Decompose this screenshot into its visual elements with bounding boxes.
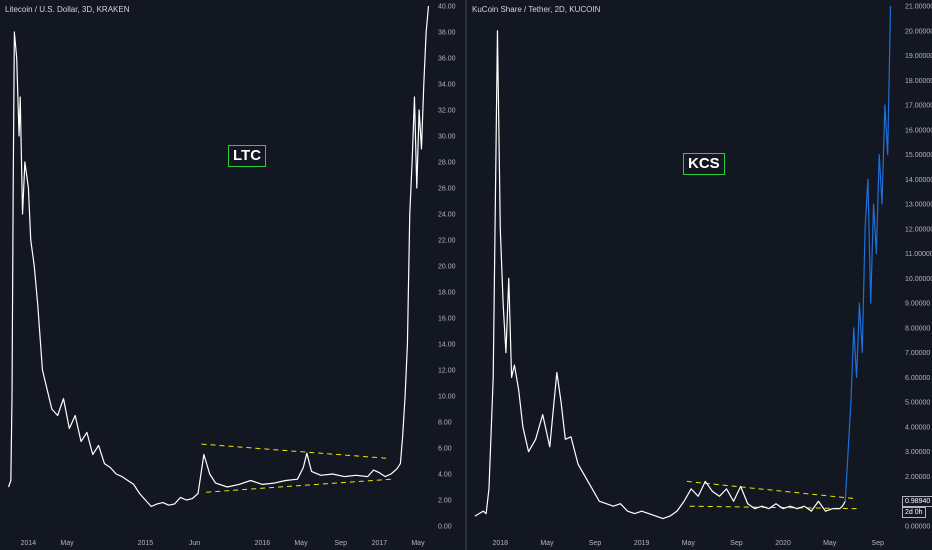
y-tick-label: 2.00000 [905, 474, 930, 481]
y-tick-label: 32.00 [438, 108, 456, 115]
x-tick-label: Sep [872, 540, 885, 547]
y-tick-label: 14.00 [438, 342, 456, 349]
y-tick-label: 38.00 [438, 30, 456, 37]
y-tick-label: 22.00 [438, 238, 456, 245]
y-tick-label: 0.00 [438, 524, 452, 531]
y-tick-label: 30.00 [438, 134, 456, 141]
x-tick-label: May [60, 540, 74, 547]
y-tick-label: 3.00000 [905, 449, 930, 456]
y-tick-label: 6.00 [438, 446, 452, 453]
y-tick-label: 10.00000 [905, 276, 932, 283]
ltc-badge: LTC [228, 145, 267, 167]
trendline[interactable] [689, 505, 857, 510]
x-tick-label: Sep [730, 540, 743, 547]
y-tick-label: 4.00 [438, 472, 452, 479]
kcs-badge: KCS [683, 153, 725, 175]
kcs-chart-title: KuCoin Share / Tether, 2D, KUCOIN [472, 5, 601, 14]
y-tick-label: 9.00000 [905, 301, 930, 308]
projection-series-line [844, 5, 892, 502]
kcs-chart-panel[interactable]: KuCoin Share / Tether, 2D, KUCOIN 0.0000… [467, 0, 932, 550]
countdown-tag: 2d 0h [902, 506, 926, 518]
price-series-line [474, 30, 846, 520]
y-tick-label: 14.00000 [905, 177, 932, 184]
y-tick-label: 6.00000 [905, 375, 930, 382]
x-tick-label: May [540, 540, 554, 547]
y-tick-label: 20.00 [438, 264, 456, 271]
ltc-chart-title: Litecoin / U.S. Dollar, 3D, KRAKEN [5, 5, 130, 14]
y-tick-label: 5.00000 [905, 400, 930, 407]
y-tick-label: 20.00000 [905, 28, 932, 35]
trendline[interactable] [686, 480, 857, 500]
x-tick-label: 2018 [492, 540, 508, 547]
y-tick-label: 15.00000 [905, 152, 932, 159]
x-tick-label: 2019 [634, 540, 650, 547]
panel-divider[interactable] [465, 0, 467, 550]
x-tick-label: Sep [335, 540, 348, 547]
y-tick-label: 12.00 [438, 368, 456, 375]
ltc-chart-svg: 0.00 2.00 4.00 6.00 8.00 10.00 12.00 14.00 16.00… [7, 4, 456, 547]
x-tick-label: May [411, 540, 425, 547]
y-tick-label: 8.00000 [905, 325, 930, 332]
x-tick-label: Sep [589, 540, 602, 547]
y-tick-label: 0.00000 [905, 524, 930, 531]
x-tick-label: May [294, 540, 308, 547]
y-tick-label: 8.00 [438, 420, 452, 427]
y-tick-label: 16.00 [438, 316, 456, 323]
x-tick-label: 2017 [372, 540, 388, 547]
x-tick-label: 2016 [255, 540, 271, 547]
x-tick-label: May [682, 540, 696, 547]
y-tick-label: 40.00 [438, 4, 456, 11]
y-tick-label: 36.00 [438, 56, 456, 63]
y-tick-label: 21.00000 [905, 4, 932, 11]
y-tick-label: 18.00 [438, 290, 456, 297]
last-price-tag: 0.98940 [902, 495, 932, 507]
kcs-chart-svg: 0.000001.000002.000003.000004.000005.000… [474, 4, 932, 547]
price-series-line [7, 5, 430, 508]
y-tick-label: 19.00000 [905, 53, 932, 60]
y-tick-label: 16.00000 [905, 127, 932, 134]
x-tick-label: 2014 [21, 540, 37, 547]
y-tick-label: 2.00 [438, 498, 452, 505]
y-tick-label: 18.00000 [905, 78, 932, 85]
y-tick-label: 11.00000 [905, 251, 932, 258]
y-tick-label: 10.00 [438, 394, 456, 401]
x-tick-label: May [823, 540, 837, 547]
trendline[interactable] [206, 478, 392, 493]
y-tick-label: 7.00000 [905, 350, 930, 357]
y-tick-label: 4.00000 [905, 424, 930, 431]
x-tick-label: 2020 [775, 540, 791, 547]
trendline[interactable] [201, 443, 389, 459]
ltc-chart-panel[interactable]: Litecoin / U.S. Dollar, 3D, KRAKEN 0.00 2… [0, 0, 465, 550]
x-tick-label: Jun [189, 540, 200, 547]
y-tick-label: 12.00000 [905, 226, 932, 233]
y-tick-label: 24.00 [438, 212, 456, 219]
y-tick-label: 34.00 [438, 82, 456, 89]
y-tick-label: 13.00000 [905, 202, 932, 209]
y-tick-label: 26.00 [438, 186, 456, 193]
y-tick-label: 28.00 [438, 160, 456, 167]
x-tick-label: 2015 [138, 540, 154, 547]
y-tick-label: 17.00000 [905, 103, 932, 110]
